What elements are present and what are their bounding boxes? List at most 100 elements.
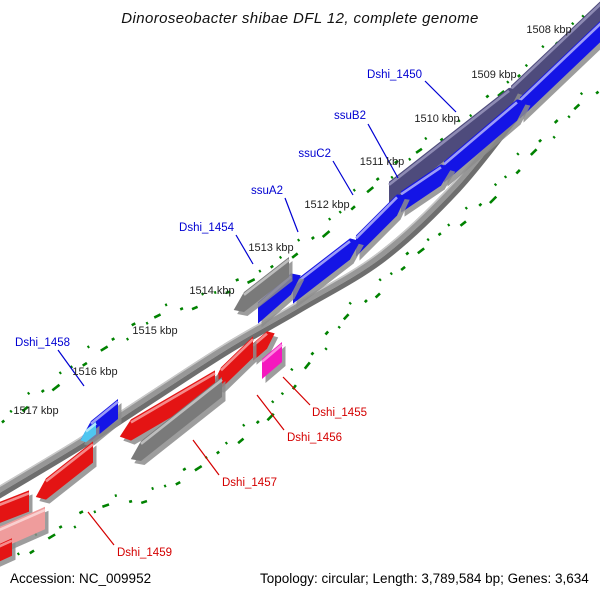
gc-dot — [258, 269, 262, 273]
kbp-label-1514: 1514 kbp — [189, 285, 234, 297]
gc-dot — [348, 301, 352, 305]
gene-label-dshi-1450[interactable]: Dshi_1450 — [367, 69, 422, 81]
leader-line-dshi-1458 — [57, 349, 85, 387]
kbp-label-1513: 1513 kbp — [248, 242, 293, 254]
kbp-label-1516: 1516 kbp — [72, 366, 117, 378]
gc-dot — [439, 137, 444, 142]
gc-dot — [408, 157, 412, 161]
gene-label-dshi-1456[interactable]: Dshi_1456 — [287, 432, 342, 444]
gc-dot — [128, 499, 133, 504]
gc-dot — [437, 232, 442, 237]
gc-dot — [327, 217, 332, 221]
gene-arrow-blue-b1[interactable] — [258, 273, 301, 324]
gene-arrow-blue-b3[interactable] — [356, 194, 407, 257]
gene-label-dshi-1459[interactable]: Dshi_1459 — [117, 547, 172, 559]
gc-dot — [363, 299, 368, 304]
gc-dot — [352, 188, 356, 192]
gc-dot — [303, 361, 311, 370]
gc-dot — [424, 136, 428, 141]
gc-dot — [297, 238, 301, 242]
gc-dot — [29, 549, 35, 555]
gc-dot — [242, 423, 246, 427]
kbp-label-1515: 1515 kbp — [132, 325, 177, 337]
gene-highlight-ssub2-gene — [443, 101, 518, 166]
gene-arrow-slate-a[interactable] — [511, 0, 600, 109]
gc-dot — [552, 135, 556, 139]
leader-line-dshi-1454 — [235, 234, 254, 265]
leader-line-dshi-1456 — [256, 394, 285, 431]
gc-dot — [394, 159, 399, 165]
gc-dot — [516, 152, 520, 156]
gc-dot — [447, 223, 451, 227]
gc-dot — [538, 138, 543, 143]
gene-arrow-dshi-1459[interactable] — [0, 506, 45, 556]
gc-dot — [255, 420, 260, 425]
gc-dot — [93, 510, 97, 514]
gc-dot — [280, 392, 285, 396]
gc-dot — [338, 210, 342, 214]
gc-dot — [595, 90, 600, 95]
gene-arrow-ssua2-gene[interactable] — [293, 238, 361, 304]
gc-dot — [524, 63, 529, 68]
gene-arrow-dshi-1455[interactable] — [262, 342, 282, 379]
gc-dot — [567, 115, 571, 119]
leader-line-ssua2 — [284, 197, 299, 233]
gc-dot — [378, 278, 382, 282]
gene-highlight-dshi-1458 — [90, 400, 119, 425]
gc-dot — [405, 251, 410, 256]
gene-highlight-dshi-1457 — [140, 378, 223, 445]
gene-highlight-red-r5 — [0, 492, 30, 507]
gene-label-dshi-1457[interactable]: Dshi_1457 — [222, 477, 277, 489]
kbp-label-1511: 1511 kbp — [360, 156, 404, 168]
gc-dot — [426, 237, 430, 242]
genome-summary-text: Topology: circular; Length: 3,789,584 bp… — [260, 571, 589, 586]
gc-dot — [290, 367, 294, 372]
gc-dot — [140, 499, 148, 505]
gc-dot — [9, 409, 13, 414]
gene-highlight-red-r6 — [0, 539, 13, 548]
gene-highlight-dshi-1459 — [0, 508, 46, 532]
gene-label-dshi-1455[interactable]: Dshi_1455 — [312, 407, 367, 419]
gene-arrow-blue-b6[interactable] — [520, 17, 600, 119]
gene-highlight-red-r4 — [45, 443, 94, 483]
gene-arrow-dshi-1450[interactable] — [389, 87, 520, 205]
gene-arrow-red-r5[interactable] — [0, 490, 29, 527]
gc-dot — [291, 252, 299, 259]
gene-highlight-ssuc2-gene — [400, 166, 442, 196]
gc-dot — [246, 278, 256, 284]
gene-arrow-red-wedge[interactable] — [253, 331, 275, 361]
gc-dot — [47, 533, 56, 540]
gc-dot — [573, 103, 581, 111]
gene-arrow-ssuc2-gene[interactable] — [401, 164, 452, 213]
gc-dot — [73, 525, 77, 529]
gc-dot — [224, 441, 228, 445]
gc-dot — [374, 292, 381, 299]
upper-dot-track-guide — [0, 2, 598, 424]
gene-label-ssub2[interactable]: ssuB2 — [334, 110, 366, 122]
gene-label-ssua2[interactable]: ssuA2 — [251, 185, 283, 197]
gene-highlight-dshi-1455 — [261, 343, 283, 363]
gc-dot — [216, 450, 220, 455]
gene-label-dshi-1454[interactable]: Dshi_1454 — [179, 222, 235, 234]
gene-highlight-dshi-1454 — [243, 258, 290, 296]
gc-dot — [579, 91, 584, 96]
gene-arrow-ssub2-gene[interactable] — [444, 99, 527, 183]
gc-dot — [342, 313, 350, 321]
gc-dot — [163, 484, 167, 488]
gc-dot — [415, 147, 423, 154]
gc-dot — [145, 321, 149, 325]
leader-line-dshi-1450 — [424, 80, 457, 113]
gc-dot — [457, 119, 461, 123]
gc-dot — [213, 290, 217, 295]
kbp-label-1508: 1508 kbp — [526, 24, 571, 36]
gene-label-dshi-1458[interactable]: Dshi_1458 — [15, 337, 70, 349]
leader-line-dshi-1459 — [87, 511, 115, 546]
gc-dot — [1, 419, 6, 424]
gc-dot — [201, 292, 204, 296]
gc-dot — [164, 303, 168, 307]
gc-dot — [21, 405, 29, 413]
gene-label-ssuc2[interactable]: ssuC2 — [298, 148, 331, 160]
gc-dot — [125, 337, 130, 341]
